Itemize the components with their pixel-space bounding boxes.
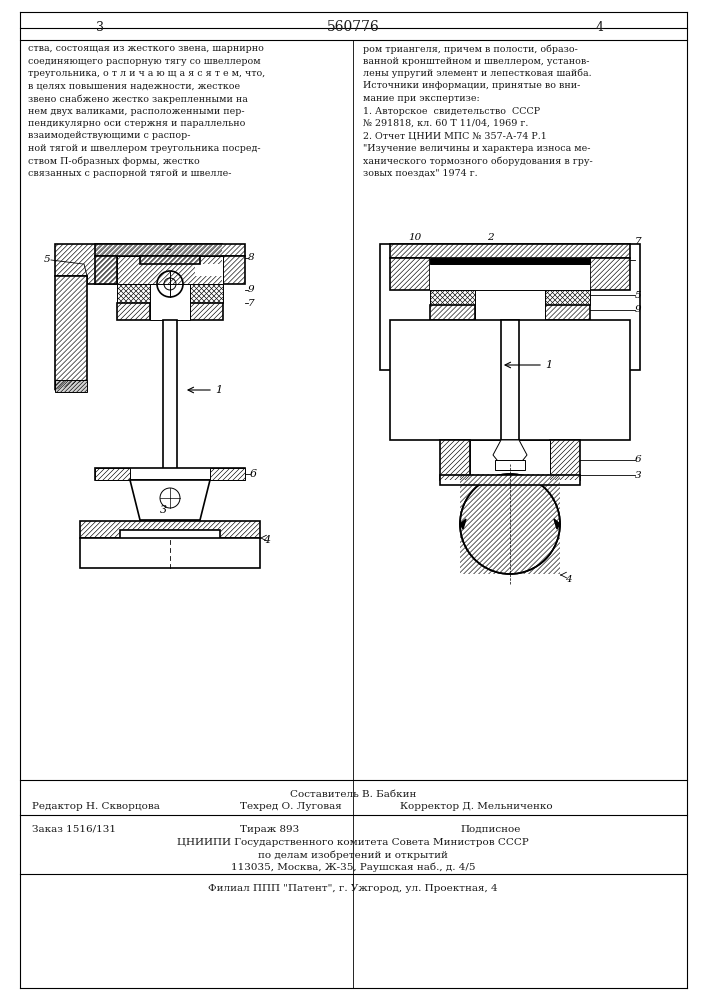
Text: 560776: 560776 [327,20,380,34]
Text: 9: 9 [635,306,642,314]
Polygon shape [590,258,630,290]
Text: Корректор Д. Мельниченко: Корректор Д. Мельниченко [400,802,553,811]
Text: 4: 4 [263,535,270,545]
Text: в целях повышения надежности, жесткое: в целях повышения надежности, жесткое [28,82,240,91]
Text: Редактор Н. Скворцова: Редактор Н. Скворцова [32,802,160,811]
Polygon shape [55,380,87,392]
Bar [150,284,190,320]
Text: "Изучение величины и характера износа ме-: "Изучение величины и характера износа ме… [363,144,590,153]
Polygon shape [80,521,260,538]
Text: 2. Отчет ЦНИИ МПС № 357-А-74 Р.1: 2. Отчет ЦНИИ МПС № 357-А-74 Р.1 [363,131,547,140]
Text: ванной кронштейном и швеллером, установ-: ванной кронштейном и швеллером, установ- [363,56,590,66]
Polygon shape [117,303,150,320]
Polygon shape [55,244,222,284]
Polygon shape [140,256,200,264]
Polygon shape [210,468,245,480]
Text: Тираж 893: Тираж 893 [240,825,299,834]
Text: мание при экспертизе:: мание при экспертизе: [363,94,480,103]
Polygon shape [440,440,470,480]
Text: Источники информации, принятые во вни-: Источники информации, принятые во вни- [363,82,580,91]
Text: по делам изобретений и открытий: по делам изобретений и открытий [258,850,448,859]
Text: 5: 5 [43,255,50,264]
Text: 3: 3 [635,471,642,480]
Polygon shape [545,290,590,305]
Text: взаимодействующими с распор-: взаимодействующими с распор- [28,131,190,140]
Text: зовых поездах" 1974 г.: зовых поездах" 1974 г. [363,169,478,178]
Text: 10: 10 [409,233,421,242]
Text: 4: 4 [565,576,572,584]
Text: ЦНИИПИ Государственного комитета Совета Министров СССР: ЦНИИПИ Государственного комитета Совета … [177,838,529,847]
Text: 5: 5 [635,290,642,300]
Text: 7: 7 [635,237,642,246]
Polygon shape [55,276,87,390]
Text: 1. Авторское  свидетельство  СССР: 1. Авторское свидетельство СССР [363,106,540,115]
Text: № 291818, кл. 60 Т 11/04, 1969 г.: № 291818, кл. 60 Т 11/04, 1969 г. [363,119,528,128]
Text: соединяющего распорную тягу со швеллером: соединяющего распорную тягу со швеллером [28,56,261,66]
Text: нем двух валиками, расположенными пер-: нем двух валиками, расположенными пер- [28,106,245,115]
Text: 9: 9 [248,286,255,294]
Text: 8: 8 [248,253,255,262]
Circle shape [164,278,176,290]
Text: связанных с распорной тягой и швелле-: связанных с распорной тягой и швелле- [28,169,231,178]
Polygon shape [190,284,223,303]
Polygon shape [117,284,150,303]
Polygon shape [493,440,527,470]
Text: Подписное: Подписное [460,825,520,834]
Polygon shape [223,256,245,284]
Polygon shape [95,468,130,480]
Bar [430,258,590,264]
Text: Техред О. Луговая: Техред О. Луговая [240,802,341,811]
Text: Составитель В. Бабкин: Составитель В. Бабкин [290,790,416,799]
Bar [117,256,223,284]
Polygon shape [460,519,466,529]
Text: 3: 3 [160,505,167,515]
Text: 4: 4 [596,21,604,34]
Bar [470,440,550,480]
Polygon shape [190,303,223,320]
Text: ханического тормозного оборудования в гру-: ханического тормозного оборудования в гр… [363,156,592,166]
Circle shape [157,271,183,297]
Text: звено снабжено жестко закрепленными на: звено снабжено жестко закрепленными на [28,94,248,104]
Bar [95,468,245,480]
Bar [440,475,580,485]
Polygon shape [430,290,475,305]
Polygon shape [390,258,430,290]
Polygon shape [130,480,210,520]
Polygon shape [550,440,580,480]
Bar [390,320,630,440]
Text: 6: 6 [635,456,642,464]
Text: Филиал ППП "Патент", г. Ужгород, ул. Проектная, 4: Филиал ППП "Патент", г. Ужгород, ул. Про… [208,884,498,893]
Text: пендикулярно оси стержня и параллельно: пендикулярно оси стержня и параллельно [28,119,245,128]
Circle shape [460,474,560,574]
Polygon shape [390,244,630,258]
Text: 1: 1 [545,360,552,370]
Text: 7: 7 [248,298,255,308]
Polygon shape [95,256,117,284]
Polygon shape [554,519,560,529]
Bar [380,244,640,370]
Text: 1: 1 [215,385,222,395]
Bar [80,538,260,568]
Text: 2: 2 [486,233,493,242]
Bar [501,320,519,440]
Text: ром триангеля, причем в полости, образо-: ром триангеля, причем в полости, образо- [363,44,578,53]
Polygon shape [430,305,475,320]
Circle shape [160,488,180,508]
Text: 6: 6 [250,469,257,479]
Polygon shape [495,460,525,470]
Text: треугольника, о т л и ч а ю щ а я с я т е м, что,: треугольника, о т л и ч а ю щ а я с я т … [28,69,265,78]
Text: ной тягой и швеллером треугольника посред-: ной тягой и швеллером треугольника посре… [28,144,261,153]
Text: Заказ 1516/131: Заказ 1516/131 [32,825,116,834]
Text: лены упругий элемент и лепестковая шайба.: лены упругий элемент и лепестковая шайба… [363,69,592,79]
Bar [430,258,590,290]
Text: 113035, Москва, Ж-35, Раушская наб., д. 4/5: 113035, Москва, Ж-35, Раушская наб., д. … [230,862,475,871]
Text: 2: 2 [165,243,171,252]
Text: ства, состоящая из жесткого звена, шарнирно: ства, состоящая из жесткого звена, шарни… [28,44,264,53]
Polygon shape [545,305,590,320]
Polygon shape [95,244,245,256]
Text: ством П-образных формы, жестко: ством П-образных формы, жестко [28,156,200,166]
Text: 3: 3 [96,21,104,34]
Bar [475,290,545,320]
Bar [163,320,177,470]
